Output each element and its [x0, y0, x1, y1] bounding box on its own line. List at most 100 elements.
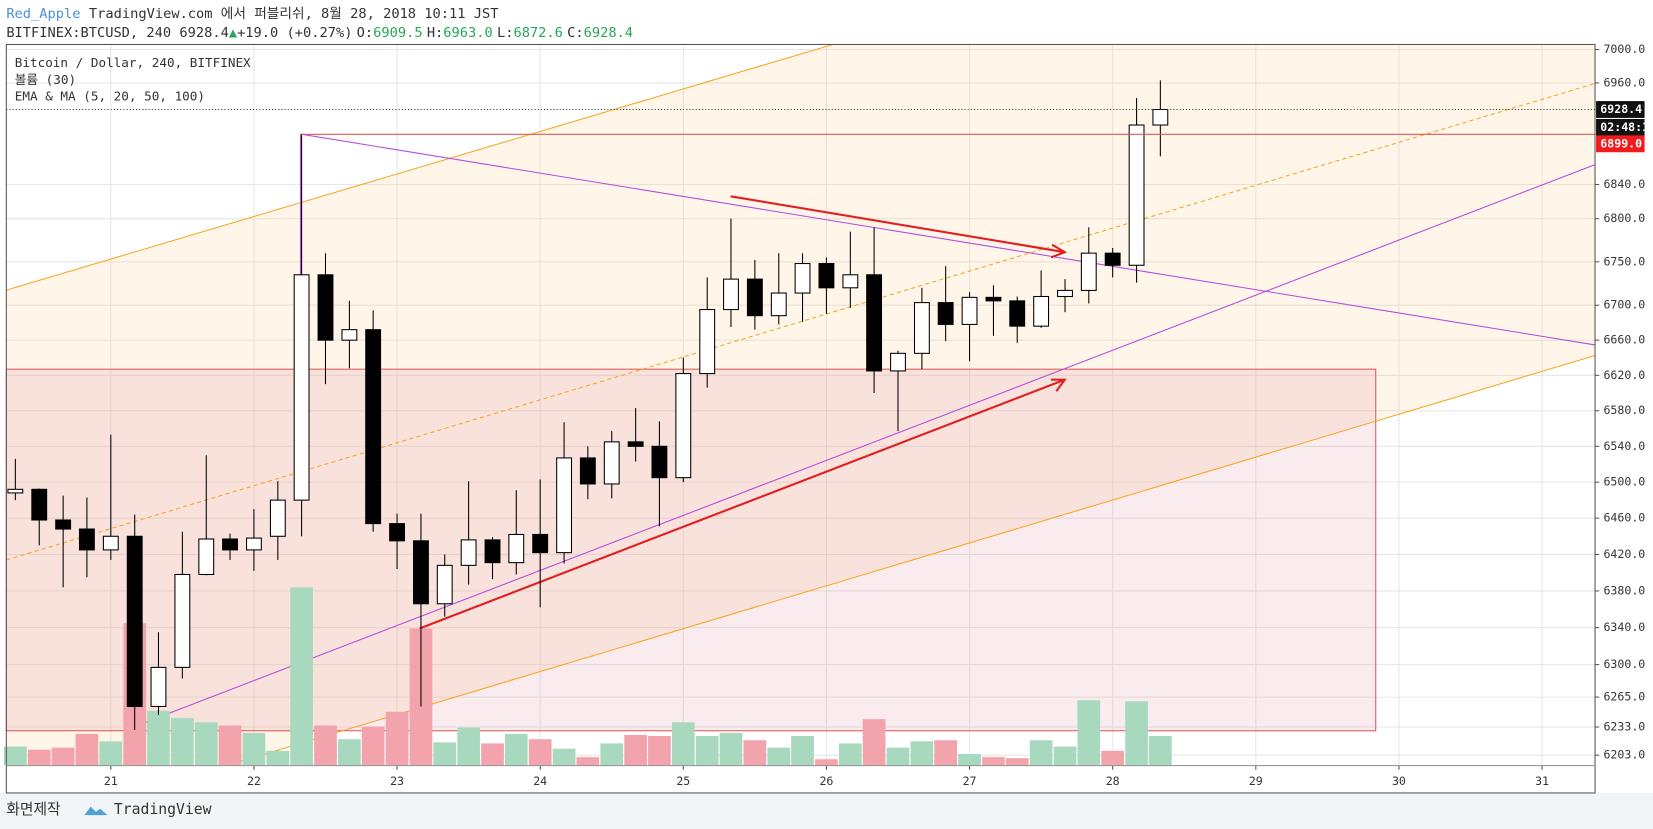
candle-body: [78, 528, 95, 551]
x-tick-label: 21: [104, 774, 118, 788]
volume-bar: [671, 722, 695, 766]
candle-body: [699, 309, 716, 375]
y-tick-label: 6460.0: [1603, 511, 1645, 525]
x-tick-label: 25: [676, 774, 690, 788]
legend-volume: 볼륨 (30): [15, 72, 76, 87]
volume-bar: [767, 747, 791, 766]
candle-body: [818, 263, 835, 289]
candle-body: [31, 488, 48, 521]
y-tick-label: 6420.0: [1603, 547, 1645, 561]
candle-body: [532, 533, 549, 554]
volume-bar: [385, 711, 409, 766]
candle-body: [890, 352, 906, 372]
x-tick-label: 24: [533, 774, 547, 788]
candle-body: [1009, 300, 1026, 327]
x-tick-label: 23: [390, 774, 404, 788]
x-tick-label: 30: [1392, 774, 1406, 788]
candle-body: [293, 274, 310, 501]
volume-bar: [1101, 750, 1125, 766]
header-line-1: Red_Apple TradingView.com 에서 퍼블리쉬, 8월 28,…: [6, 6, 498, 22]
o-label: O:: [357, 25, 373, 41]
arrow: ▲: [229, 25, 238, 41]
level-tag: [1596, 135, 1645, 153]
h-value: 6963.0: [443, 25, 492, 41]
volume-bar: [886, 747, 910, 766]
candle-body: [126, 535, 143, 707]
published: TradingView.com 에서 퍼블리쉬, 8월 28, 2018 10:…: [89, 6, 499, 22]
axes: 7000.0 6960.0 6840.0 6800.0 6750.0 6700.0 6660…: [6, 42, 1653, 788]
candle-body: [222, 538, 238, 551]
candle-body: [1080, 252, 1097, 291]
volume-bar: [314, 725, 337, 766]
volume-bar: [194, 722, 218, 766]
level-label: 6899.0: [1600, 136, 1642, 150]
candle-body: [603, 441, 620, 485]
channel-top: [6, 43, 833, 291]
y-tick-label: 6340.0: [1603, 620, 1645, 634]
y-tick-label: 6300.0: [1603, 657, 1645, 671]
candle-body: [556, 457, 573, 554]
channel-fill: [6, 44, 1596, 766]
candle-body: [1104, 252, 1121, 266]
candle-body: [317, 274, 334, 341]
last-price-tag: [1596, 101, 1645, 118]
volume-bar: [433, 742, 457, 766]
grid: [6, 44, 1596, 766]
volume-bar: [1077, 700, 1101, 766]
volume-bar: [838, 743, 862, 766]
candles: [7, 80, 1169, 730]
candle-body: [866, 274, 883, 372]
volume-bar: [1005, 758, 1029, 766]
candle-body: [723, 278, 739, 311]
volume-bar: [171, 718, 194, 766]
candle-body: [389, 523, 405, 542]
volume-bar: [51, 747, 75, 766]
footer-brand[interactable]: TradingView: [114, 801, 212, 818]
candle-body: [1152, 108, 1169, 126]
candle-body: [508, 533, 525, 564]
volume-bar: [576, 757, 600, 766]
volume-bar: [815, 759, 838, 766]
y-tick-label: 6750.0: [1603, 254, 1645, 268]
volume-bar: [1029, 740, 1053, 766]
volume-bar: [743, 740, 767, 766]
volume-bar: [600, 743, 624, 766]
y-tick-label: 6620.0: [1603, 368, 1645, 382]
candle-body: [675, 373, 692, 479]
volume-bar: [982, 757, 1005, 766]
y-tick-label: 7000.0: [1603, 42, 1645, 56]
candle-body: [746, 278, 763, 317]
countdown-label: 02:48:12: [1600, 120, 1653, 134]
candle-body: [55, 519, 72, 530]
header-line-2: BITFINEX:BTCUSD, 240 6928.4▲+19.0 (+0.27…: [6, 25, 633, 41]
x-tick-label: 22: [247, 774, 261, 788]
volume-bar: [99, 741, 123, 766]
volume-bar: [791, 736, 814, 766]
candle-body: [1128, 124, 1145, 266]
volume-bar: [266, 750, 290, 766]
candle-body: [436, 564, 453, 605]
trend-up: [131, 164, 1596, 729]
user[interactable]: Red_Apple: [6, 6, 80, 22]
candle-body: [627, 441, 644, 447]
y-tick-label: 6660.0: [1603, 333, 1645, 347]
y-tick-label: 6233.0: [1603, 720, 1645, 734]
y-tick-label: 6540.0: [1603, 439, 1645, 453]
candle-body: [413, 540, 429, 605]
candle-body: [341, 329, 358, 341]
volume-bar: [290, 587, 313, 766]
drawings: [5, 43, 1596, 767]
legend-series: Bitcoin / Dollar, 240, BITFINEX: [15, 55, 251, 70]
volume-bar: [624, 734, 648, 766]
volume-bar: [910, 741, 934, 766]
candle-body: [579, 457, 596, 485]
volume-bar: [719, 732, 743, 766]
candle-body: [198, 538, 215, 576]
candle-body: [484, 539, 501, 564]
volume-bar: [1148, 736, 1172, 766]
x-tick-label: 28: [1106, 774, 1120, 788]
candle-body: [961, 296, 978, 325]
volume-bar: [862, 719, 886, 766]
c-label: C:: [567, 25, 583, 41]
